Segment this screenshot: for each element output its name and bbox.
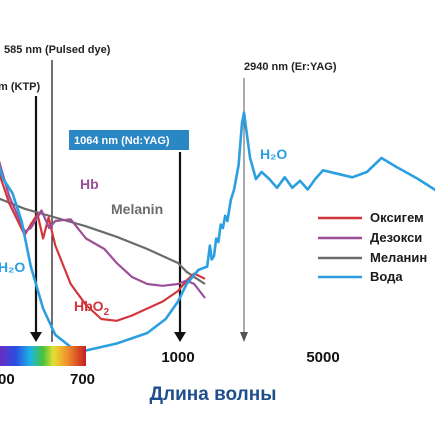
visible-spectrum-bar bbox=[0, 346, 86, 366]
label-water-right: H₂O bbox=[260, 146, 287, 162]
legend: Оксигем Дезокси Меланин Вода bbox=[318, 210, 427, 284]
series-line-deoxy bbox=[0, 160, 206, 299]
legend-label-melanin: Меланин bbox=[370, 250, 427, 265]
label-hbo2-main: HbO bbox=[74, 298, 104, 314]
legend-label-deoxy: Дезокси bbox=[370, 230, 422, 245]
annotation-nd-yag-box bbox=[69, 130, 189, 150]
guide-arrow-ktp bbox=[30, 332, 42, 342]
label-melanin: Melanin bbox=[111, 201, 163, 217]
legend-label-oxy: Оксигем bbox=[370, 210, 424, 225]
guide-arrow-nd-yag bbox=[174, 332, 186, 342]
x-tick-5000: 5000 bbox=[306, 349, 339, 366]
annotation-pulsed-dye: 585 nm (Pulsed dye) bbox=[4, 44, 111, 56]
x-axis-label: Длина волны bbox=[150, 384, 277, 405]
label-hb: Hb bbox=[80, 176, 99, 192]
label-water-left: H₂O bbox=[0, 259, 25, 275]
series-line-oxy bbox=[0, 172, 206, 322]
legend-label-water: Вода bbox=[370, 269, 403, 284]
annotation-nd-yag: 1064 nm (Nd:YAG) bbox=[74, 135, 170, 147]
label-hbo2-sub: 2 bbox=[104, 307, 110, 318]
x-tick-1000: 1000 bbox=[161, 349, 194, 366]
x-tick-700: 700 bbox=[70, 371, 95, 388]
x-tick-00: 00 bbox=[0, 371, 15, 388]
annotation-er-yag: 2940 nm (Er:YAG) bbox=[244, 61, 337, 73]
guide-arrow-er-yag bbox=[240, 332, 248, 342]
label-hbo2: HbO2 bbox=[74, 298, 110, 318]
annotation-ktp: m (KTP) bbox=[0, 81, 41, 93]
